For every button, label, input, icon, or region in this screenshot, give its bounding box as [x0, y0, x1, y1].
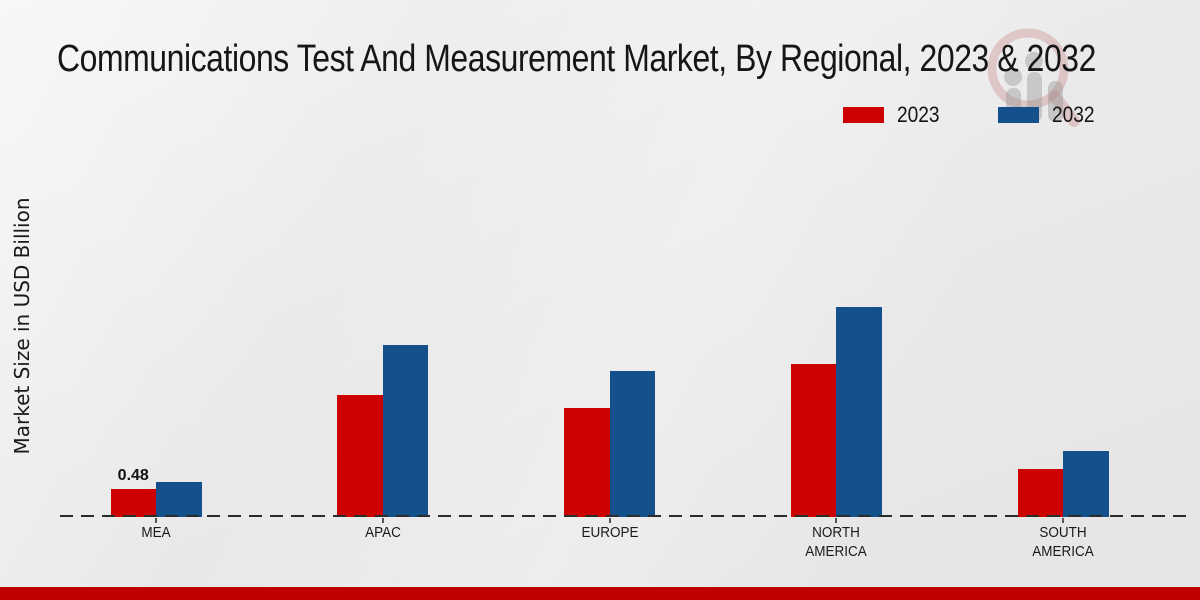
- category-label-mea: MEA: [141, 524, 171, 541]
- category-label-south-america: SOUTH AMERICA: [1032, 524, 1094, 560]
- bar-2032-north-america: [836, 307, 882, 517]
- legend-label-2023: 2023: [897, 102, 940, 127]
- category-label-europe: EUROPE: [581, 524, 639, 541]
- legend-item-2032: 2032: [997, 102, 1101, 128]
- value-label-2023-mea: 0.48: [117, 467, 149, 484]
- bar-2023-europe: [564, 408, 610, 517]
- x-axis-tick: [608, 518, 611, 523]
- x-axis-tick: [381, 518, 384, 523]
- bar-2023-south-america: [1017, 469, 1064, 517]
- x-axis-baseline: [60, 515, 1190, 518]
- bar-2023-apac: [337, 395, 383, 517]
- bar-2032-apac: [382, 345, 429, 517]
- bar-2032-mea: [156, 482, 202, 517]
- category-label-north-america: NORTH AMERICA: [805, 524, 868, 560]
- legend-label-2032: 2032: [1051, 102, 1095, 127]
- legend-swatch-2032: [997, 107, 1039, 123]
- bar-2032-europe: [609, 371, 656, 517]
- bar-2032-south-america: [1063, 451, 1109, 517]
- legend-item-2023: 2023: [843, 102, 946, 128]
- legend-swatch-2023: [843, 107, 884, 123]
- chart-title: Communications Test And Measurement Mark…: [57, 38, 1096, 80]
- x-axis-tick: [1062, 518, 1065, 523]
- legend: 2023 2032: [843, 102, 1101, 128]
- footer-accent-bar: [0, 587, 1200, 600]
- category-label-apac: APAC: [364, 524, 401, 541]
- x-axis-tick: [835, 518, 838, 523]
- bar-2023-mea: [110, 489, 156, 517]
- y-axis-label: Market Size in USD Billion: [10, 197, 34, 455]
- x-axis-tick: [155, 518, 157, 523]
- bar-2023-north-america: [790, 364, 837, 517]
